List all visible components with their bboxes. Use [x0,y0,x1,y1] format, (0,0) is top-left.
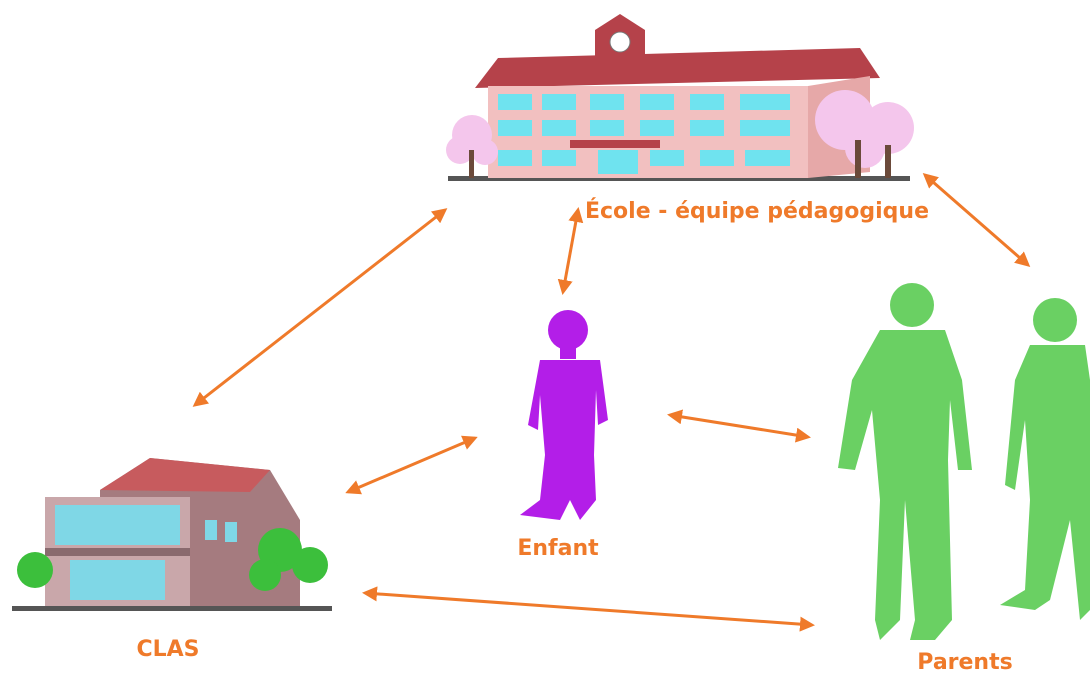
trunk [885,145,891,178]
clas-illustration [12,458,332,611]
roof [100,458,270,492]
ground [12,606,332,611]
arrow [670,415,808,437]
clock [610,32,630,52]
arrow [348,438,475,492]
roof [475,48,880,88]
node-label: École - équipe pédagogique [585,198,929,224]
trunk [469,150,474,178]
node-label: Enfant [517,536,599,561]
child-silhouette [520,310,608,520]
canopy [45,548,190,556]
entrance-canopy [570,140,660,148]
trunk [855,140,861,178]
arrow [563,210,578,292]
parents-silhouette [838,283,1090,640]
arrow [365,593,812,625]
arrow [195,210,445,405]
node-label: Parents [917,650,1012,673]
node-label: CLAS [136,637,199,662]
arrow [925,175,1028,265]
diagram: École - équipe pédagogique Enfant CLAS P… [0,0,1090,673]
school-illustration [446,14,914,181]
page: École - équipe pédagogique Enfant CLAS P… [0,0,1090,673]
